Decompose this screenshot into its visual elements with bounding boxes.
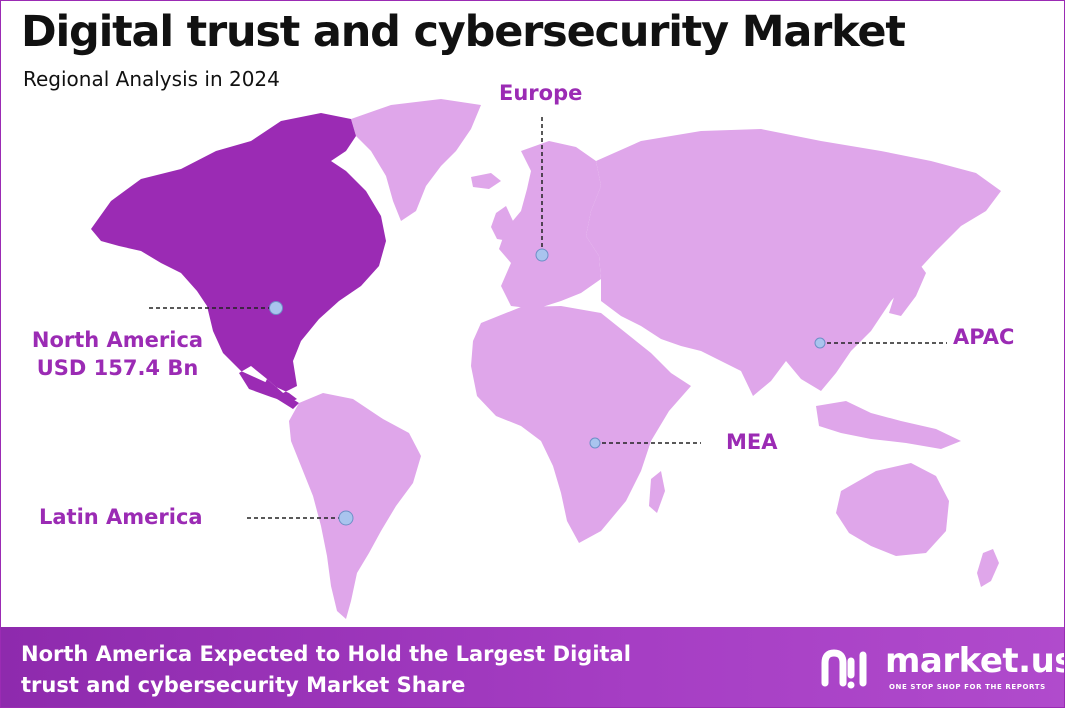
- footer-line-2: trust and cybersecurity Market Share: [21, 673, 466, 697]
- southeast-asia-shape: [816, 401, 961, 449]
- iceland-shape: [471, 173, 501, 189]
- europe-label: Europe: [499, 81, 583, 105]
- north-america-shape: [91, 113, 386, 403]
- asia-shape: [586, 129, 1001, 396]
- world-map: [91, 99, 1001, 619]
- british-isles-shape: [491, 206, 513, 241]
- mea-marker: [589, 437, 601, 449]
- japan-shape: [889, 259, 926, 316]
- footer-headline: North America Expected to Hold the Large…: [21, 639, 741, 701]
- latin-america-marker: [338, 510, 354, 526]
- europe-marker: [535, 248, 549, 262]
- mea-label: MEA: [726, 430, 778, 454]
- apac-marker: [814, 337, 826, 349]
- north-america-name: North America: [31, 328, 204, 352]
- brand-tagline: ONE STOP SHOP FOR THE REPORTS: [889, 683, 1046, 691]
- latin-america-label: Latin America: [39, 505, 203, 529]
- new-zealand-shape: [977, 549, 999, 587]
- north-america-value: USD 157.4 Bn: [36, 356, 199, 380]
- greenland-shape: [351, 99, 481, 221]
- central-america-shape: [263, 379, 299, 409]
- brand-name: market.us: [885, 641, 1065, 681]
- madagascar-shape: [649, 471, 665, 513]
- footer-line-1: North America Expected to Hold the Large…: [21, 642, 631, 666]
- africa-shape: [471, 306, 691, 543]
- market-us-logo-icon: [821, 649, 867, 689]
- brand-logo[interactable]: market.us ONE STOP SHOP FOR THE REPORTS: [819, 641, 1064, 697]
- north-america-marker: [269, 301, 283, 315]
- australia-shape: [836, 463, 949, 556]
- apac-label: APAC: [953, 325, 1015, 349]
- page-title: Digital trust and cybersecurity Market: [21, 7, 906, 57]
- europe-shape: [499, 141, 601, 309]
- north-america-label: North America USD 157.4 Bn: [15, 326, 220, 382]
- page-subtitle: Regional Analysis in 2024: [23, 67, 280, 91]
- footer-banner: North America Expected to Hold the Large…: [1, 627, 1064, 707]
- south-america-shape: [289, 393, 421, 619]
